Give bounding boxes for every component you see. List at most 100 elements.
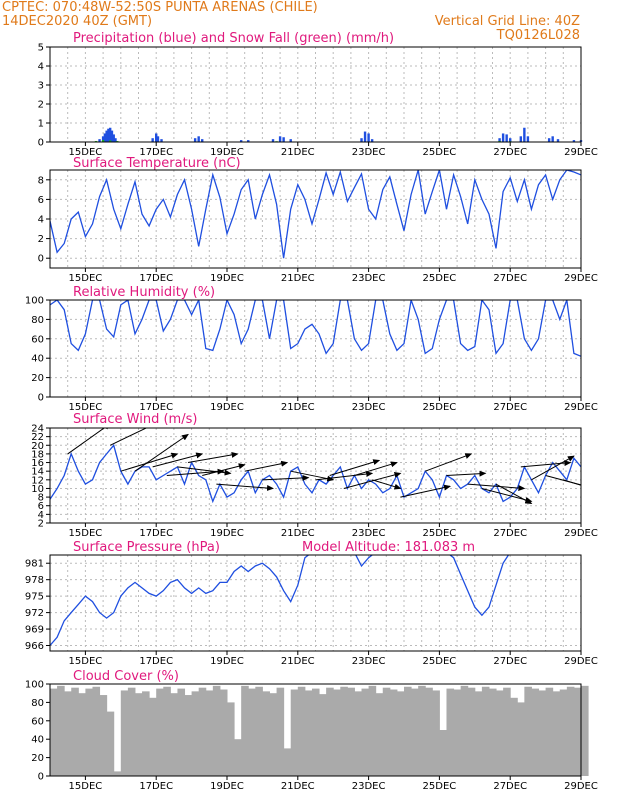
cloud-bar	[127, 687, 136, 776]
cloud-bar	[368, 685, 377, 776]
cloud-bar	[319, 694, 327, 776]
precip-bar	[112, 134, 115, 142]
precip-bar	[107, 128, 110, 142]
wind-wind-vector	[467, 483, 526, 491]
humidity-xtick-label: 23DEC	[352, 402, 386, 413]
cloud-ytick-label: 100	[25, 680, 44, 691]
precip-bar	[201, 139, 204, 142]
cloud-bar	[255, 686, 263, 776]
cloud-xtick-label: 17DEC	[139, 781, 173, 792]
cloud-xtick-label: 23DEC	[352, 781, 386, 792]
wind-wind-vector	[425, 453, 473, 472]
humidity-xtick-label: 21DEC	[281, 402, 315, 413]
cloud-ytick-label: 80	[31, 698, 44, 709]
cloud-panel-title: Cloud Cover (%)	[73, 669, 179, 684]
cloud-bar	[488, 688, 497, 776]
wind-wind-vector	[400, 484, 451, 498]
cloud-xtick-label: 21DEC	[281, 781, 315, 792]
cloud-bar	[156, 688, 164, 776]
cloud-bar	[227, 702, 235, 776]
precip-bar	[289, 139, 292, 142]
cloud-ytick-label: 60	[31, 716, 44, 727]
cloud-xtick-label: 15DEC	[69, 781, 103, 792]
precip-ytick-label: 1	[38, 119, 44, 130]
cloud-xtick-label: 19DEC	[210, 781, 244, 792]
cloud-bar	[573, 687, 582, 776]
humidity-panel: Relative Humidity (%) 0 20 40 60 80 100 15DEC 17…	[25, 285, 598, 413]
precip-bar	[556, 139, 560, 142]
wind-ytick-label: 8	[38, 493, 44, 504]
wind-xtick-label: 19DEC	[210, 528, 244, 539]
precip-bar	[98, 139, 101, 142]
temp-xtick-label: 29DEC	[564, 273, 598, 284]
header-location: CPTEC: 070:48W-52:50S PUNTA ARENAS (CHIL…	[2, 0, 318, 15]
cloud-ytick-label: 20	[31, 753, 44, 764]
cloud-bar	[269, 693, 278, 776]
cloud-frame	[49, 683, 582, 777]
precip-ytick-label: 4	[38, 62, 44, 73]
precip-frame	[49, 46, 582, 143]
cloud-bar	[404, 686, 412, 776]
temp-panel-title: Surface Temperature (nC)	[73, 156, 241, 171]
wind-wind-vector	[202, 463, 246, 476]
temp-series-line	[50, 170, 581, 259]
temp-ytick-label: 8	[38, 175, 44, 186]
wind-ytick-label: 14	[31, 467, 44, 478]
cloud-bar	[283, 748, 292, 776]
temp-ytick-label: 6	[38, 195, 44, 206]
cloud-bar	[248, 688, 256, 776]
cloud-bar	[326, 687, 334, 776]
pressure-xtick-label: 19DEC	[210, 656, 244, 667]
pressure-ytick-label: 975	[25, 592, 44, 603]
precip-xtick-label: 27DEC	[493, 147, 527, 158]
cloud-bar	[262, 691, 270, 776]
wind-wind-vector	[152, 452, 204, 468]
cloud-ytick-label: 0	[38, 772, 44, 783]
humidity-ytick-label: 40	[31, 354, 44, 365]
pressure-xtick-label: 15DEC	[69, 656, 103, 667]
precip-ytick-label: 0	[38, 138, 44, 149]
precip-xtick-label: 19DEC	[210, 147, 244, 158]
wind-wind-vector	[315, 471, 374, 481]
precip-xtick-label: 29DEC	[564, 147, 598, 158]
wind-panel: Surface Wind (m/s)2468101214161820222415…	[31, 412, 598, 539]
wind-wind-vector	[67, 428, 111, 455]
temp-xtick-label: 17DEC	[139, 273, 173, 284]
pressure-xtick-label: 23DEC	[352, 656, 386, 667]
cloud-bar	[411, 688, 419, 776]
cloud-bar	[297, 686, 306, 776]
humidity-ytick-label: 80	[31, 315, 44, 326]
cloud-bar	[496, 690, 504, 776]
humidity-xtick-label: 27DEC	[493, 402, 527, 413]
temp-ytick-label: 0	[38, 254, 44, 265]
precip-bar	[363, 131, 367, 142]
precip-bar	[108, 140, 112, 142]
cloud-bar	[396, 691, 405, 776]
wind-xtick-label: 23DEC	[352, 528, 386, 539]
pressure-frame	[49, 554, 582, 652]
precip-bar	[519, 136, 523, 142]
wind-wind-vector	[343, 471, 402, 489]
wind-wind-vector	[563, 479, 581, 486]
cloud-bar	[566, 686, 575, 776]
cloud-bar	[425, 687, 433, 776]
cloud-ytick-label: 40	[31, 735, 44, 746]
cloud-bar	[276, 687, 285, 776]
cloud-panel: Cloud Cover (%) 0 20 40 60 80 100 15DEC 17DEC 19D…	[25, 669, 598, 792]
humidity-xtick-label: 19DEC	[210, 402, 244, 413]
wind-ytick-label: 24	[31, 424, 44, 435]
precip-bar	[547, 138, 551, 142]
wind-wind-vector	[520, 460, 572, 468]
cloud-bar	[481, 686, 490, 776]
cloud-bar	[361, 688, 370, 776]
wind-wind-vector	[166, 468, 225, 476]
precip-xtick-label: 15DEC	[69, 147, 103, 158]
humidity-ytick-label: 100	[25, 296, 44, 307]
wind-ytick-label: 12	[31, 475, 44, 486]
cloud-bar	[333, 689, 341, 776]
temp-panel: Surface Temperature (nC) 0 2 4 6 8 15DEC 17DEC 1…	[38, 156, 598, 284]
wind-ytick-label: 4	[38, 510, 44, 521]
cloud-bar	[581, 685, 589, 776]
humidity-xtick-label: 15DEC	[69, 402, 103, 413]
cloud-bar	[545, 687, 554, 776]
